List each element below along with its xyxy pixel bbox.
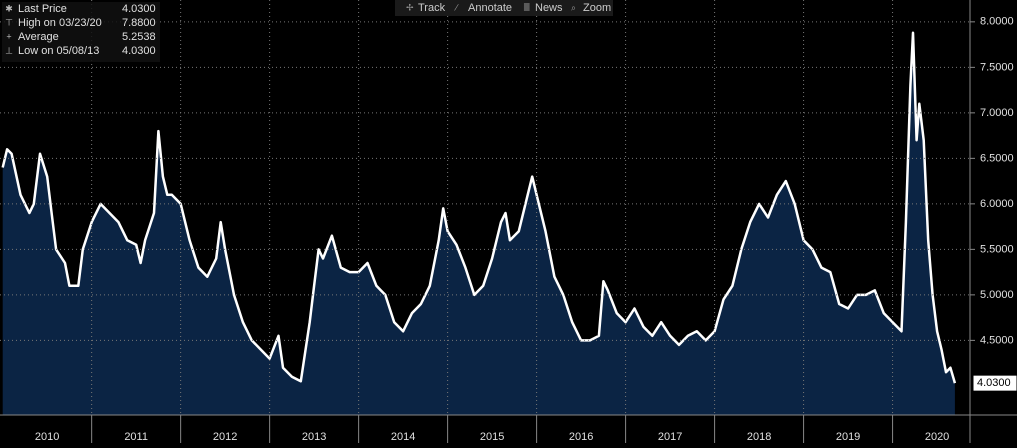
- legend-name: High on 03/23/20: [18, 17, 102, 29]
- x-tick-label: 2013: [302, 431, 326, 443]
- x-tick-label: 2015: [480, 431, 504, 443]
- plot-area: [0, 0, 970, 416]
- x-tick-label: 2012: [213, 431, 237, 443]
- legend-box: [2, 2, 160, 62]
- last-price-value: 4.0300: [977, 377, 1011, 389]
- y-tick-label: 7.0000: [980, 107, 1014, 119]
- toolbar-button[interactable]: Annotate: [468, 2, 512, 14]
- legend-name: Last Price: [18, 3, 67, 15]
- y-tick-label: 5.0000: [980, 289, 1014, 301]
- legend-icon: ✱: [5, 3, 13, 13]
- legend-value: 7.8800: [122, 17, 156, 29]
- legend-icon: ⊥: [5, 45, 13, 55]
- toolbar-button[interactable]: Zoom: [583, 2, 611, 14]
- toolbar-button[interactable]: News: [535, 2, 563, 14]
- x-tick-label: 2018: [747, 431, 771, 443]
- x-tick-label: 2019: [836, 431, 860, 443]
- toolbar-box: [395, 0, 613, 16]
- y-tick-label: 5.5000: [980, 243, 1014, 255]
- y-tick-label: 6.0000: [980, 198, 1014, 210]
- x-tick-label: 2020: [925, 431, 949, 443]
- x-tick-label: 2017: [658, 431, 682, 443]
- legend-icon: ⊤: [5, 17, 13, 27]
- y-tick-label: 4.5000: [980, 334, 1014, 346]
- toolbar-icon: ⌕: [571, 2, 576, 12]
- legend-name: Low on 05/08/13: [18, 45, 99, 57]
- y-tick-label: 8.0000: [980, 16, 1014, 28]
- y-tick-label: 7.5000: [980, 61, 1014, 73]
- legend-value: 4.0300: [122, 3, 156, 15]
- toolbar-icon: ∕: [454, 2, 459, 12]
- line: [1, 31, 957, 384]
- x-tick-label: 2011: [124, 431, 148, 443]
- toolbar-icon: ✢: [406, 2, 414, 12]
- legend: ✱ Last Price 4.0300 ⊤ High on 03/23/20 7.8800…: [2, 2, 160, 62]
- legend-name: Average: [18, 31, 59, 43]
- toolbar-button[interactable]: Track: [418, 2, 446, 14]
- toolbar-icon: ≣: [523, 2, 531, 12]
- x-tick-label: 2014: [391, 431, 415, 443]
- y-tick-label: 6.5000: [980, 152, 1014, 164]
- x-tick-label: 2010: [35, 431, 59, 443]
- legend-value: 4.0300: [122, 45, 156, 57]
- legend-value: 5.2538: [122, 31, 156, 43]
- toolbar: ✢ Track ∕ Annotate ≣ News ⌕ Zoom: [395, 0, 613, 16]
- last-price-tag: [972, 374, 1017, 392]
- legend-icon: +: [6, 31, 11, 41]
- x-tick-label: 2016: [569, 431, 593, 443]
